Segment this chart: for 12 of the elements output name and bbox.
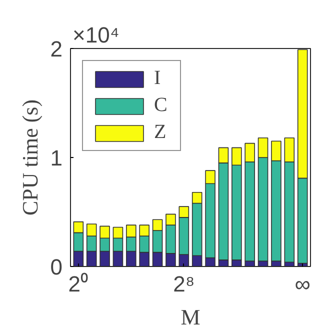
y-axis-title: CPU time (s) <box>17 99 42 216</box>
legend-label: Z <box>154 121 168 144</box>
y-tick-label: 1 <box>50 146 63 170</box>
legend-label: C <box>154 94 168 117</box>
y-tick-label: 2 <box>50 36 63 62</box>
x-tick-label: 2⁰ <box>68 272 89 296</box>
x-tick-label: 2⁸ <box>173 272 195 296</box>
x-tick-label: ∞ <box>294 272 310 296</box>
legend-label: I <box>154 67 162 90</box>
y-tick-label: 0 <box>50 254 63 280</box>
x-axis-title: M <box>180 304 200 330</box>
text: ×10⁴ <box>72 22 120 48</box>
